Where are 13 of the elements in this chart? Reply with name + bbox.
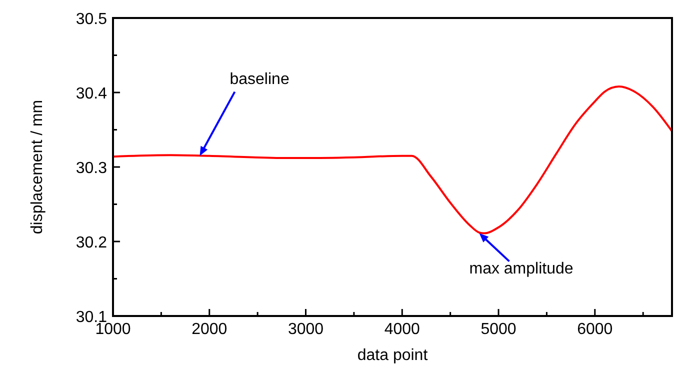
x-tick-label: 6000 [577,321,613,338]
x-tick-label: 5000 [480,321,516,338]
y-axis-title: displacement / mm [29,100,46,234]
y-tick-label: 30.4 [76,86,108,102]
annotation: max amplitude [469,260,574,278]
y-tick-label: 30.5 [76,11,108,28]
annotation: baseline [230,70,290,88]
y-tick-label: 30.3 [76,160,108,177]
x-tick-label: 4000 [384,321,420,338]
x-tick-label: 2000 [192,321,228,338]
x-tick-label: 3000 [288,321,324,338]
x-axis-title: data point [357,347,428,364]
y-tick-label: 30.2 [76,234,108,252]
